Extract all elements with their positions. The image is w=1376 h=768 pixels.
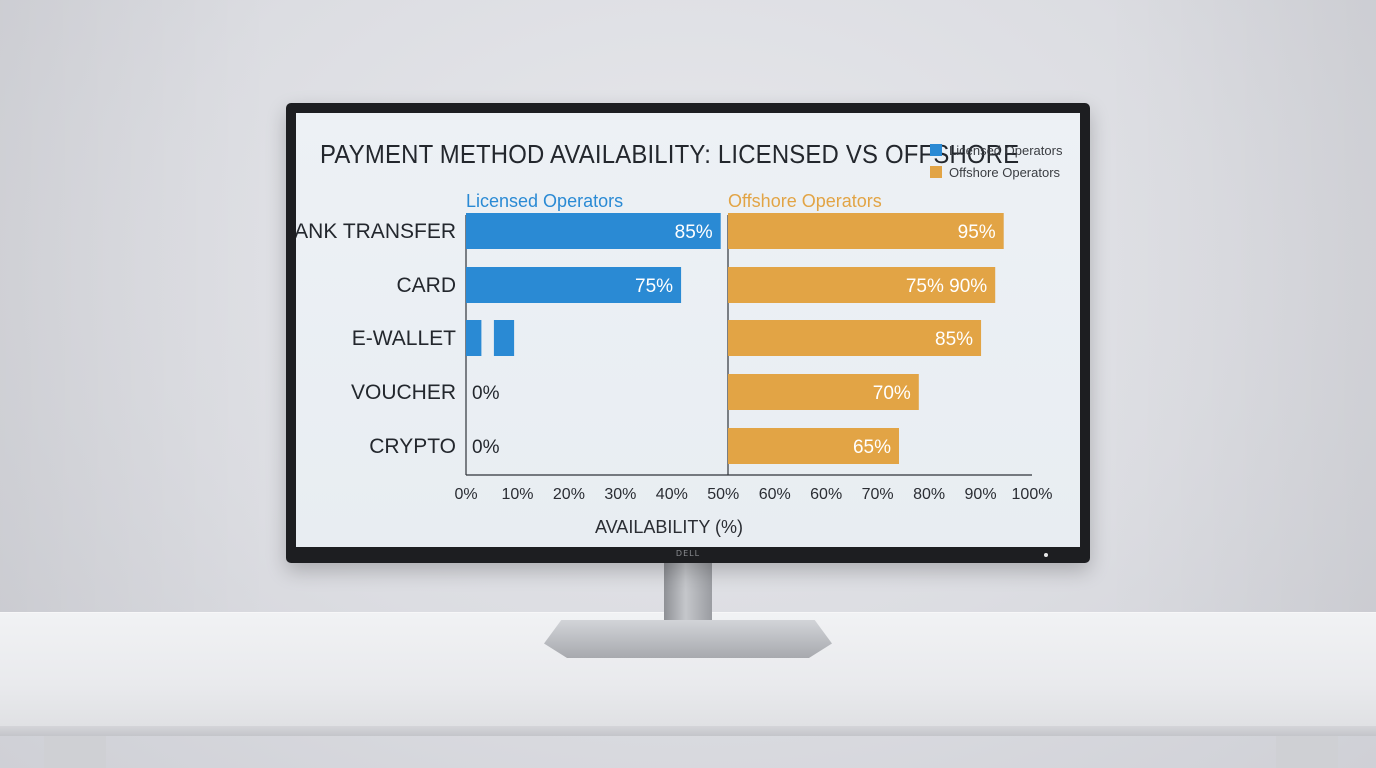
- x-tick-label: 80%: [913, 486, 945, 503]
- x-tick-label: 60%: [810, 486, 842, 503]
- panel-label-licensed: Licensed Operators: [466, 191, 624, 211]
- category-label: CRYPTO: [369, 435, 456, 458]
- legend-label-licensed: Licensed Operators: [949, 142, 1063, 158]
- desk-edge: [0, 726, 1376, 736]
- x-tick-label: 70%: [862, 486, 894, 503]
- chart-legend: Licensed Operators Offshore Operators: [930, 139, 1062, 183]
- data-label-offshore: 85%: [935, 329, 973, 350]
- category-label: BANK TRANSFER: [296, 220, 456, 243]
- bar-offshore: [728, 428, 899, 464]
- category-label: VOUCHER: [351, 381, 456, 404]
- monitor-screen: PAYMENT METHOD AVAILABILITY: LICENSED VS…: [296, 113, 1080, 547]
- legend-swatch-offshore: [930, 166, 942, 178]
- x-tick-label: 100%: [1012, 486, 1053, 503]
- data-label-licensed: 85%: [675, 222, 713, 243]
- bar-offshore: [728, 267, 996, 303]
- desk-leg-right: [1276, 736, 1338, 768]
- bar-licensed: [466, 213, 721, 249]
- data-label-licensed: 0%: [472, 437, 500, 458]
- data-label-offshore: 95%: [958, 222, 996, 243]
- data-label-licensed: 75%: [635, 276, 673, 297]
- x-tick-label: 30%: [604, 486, 636, 503]
- chart-title: PAYMENT METHOD AVAILABILITY: LICENSED VS…: [320, 139, 1020, 169]
- category-label: E-WALLET: [352, 327, 456, 350]
- x-tick-label: 10%: [501, 486, 533, 503]
- x-tick-label: 50%: [707, 486, 739, 503]
- desk-leg-left: [44, 736, 106, 768]
- x-tick-label: 40%: [656, 486, 688, 503]
- data-label-offshore: 65%: [853, 437, 891, 458]
- monitor: PAYMENT METHOD AVAILABILITY: LICENSED VS…: [286, 103, 1090, 563]
- panel-label-offshore: Offshore Operators: [728, 191, 882, 211]
- bar-licensed: [466, 320, 482, 356]
- bar-licensed: [493, 320, 515, 356]
- category-label: CARD: [396, 274, 456, 297]
- chart-plot: BANK TRANSFER CARD E-WALLET VOUCHER CRYPTO 0%…: [296, 213, 1053, 503]
- x-tick-label: 60%: [759, 486, 791, 503]
- legend-swatch-licensed: [930, 144, 942, 156]
- data-label-licensed: 0%: [472, 383, 500, 404]
- bar-offshore: [728, 213, 1004, 249]
- legend-item-licensed: Licensed Operators: [930, 139, 1062, 161]
- data-label-offshore: 70%: [873, 383, 911, 404]
- data-label-offshore: 75% 90%: [906, 276, 987, 297]
- x-tick-label: 20%: [553, 486, 585, 503]
- power-indicator: [1044, 553, 1048, 557]
- monitor-stand-base: [544, 620, 832, 658]
- legend-label-offshore: Offshore Operators: [949, 164, 1061, 180]
- monitor-stand-neck: [664, 556, 712, 628]
- monitor-brand-logo: DELL: [675, 549, 701, 558]
- bar-licensed: [466, 267, 682, 303]
- bar-offshore: [728, 320, 982, 356]
- x-tick-label: 90%: [965, 486, 997, 503]
- x-tick-label: 0%: [454, 486, 477, 503]
- legend-item-offshore: Offshore Operators: [930, 161, 1062, 183]
- bar-offshore: [728, 374, 919, 410]
- x-axis-title: AVAILABILITY (%): [594, 517, 744, 537]
